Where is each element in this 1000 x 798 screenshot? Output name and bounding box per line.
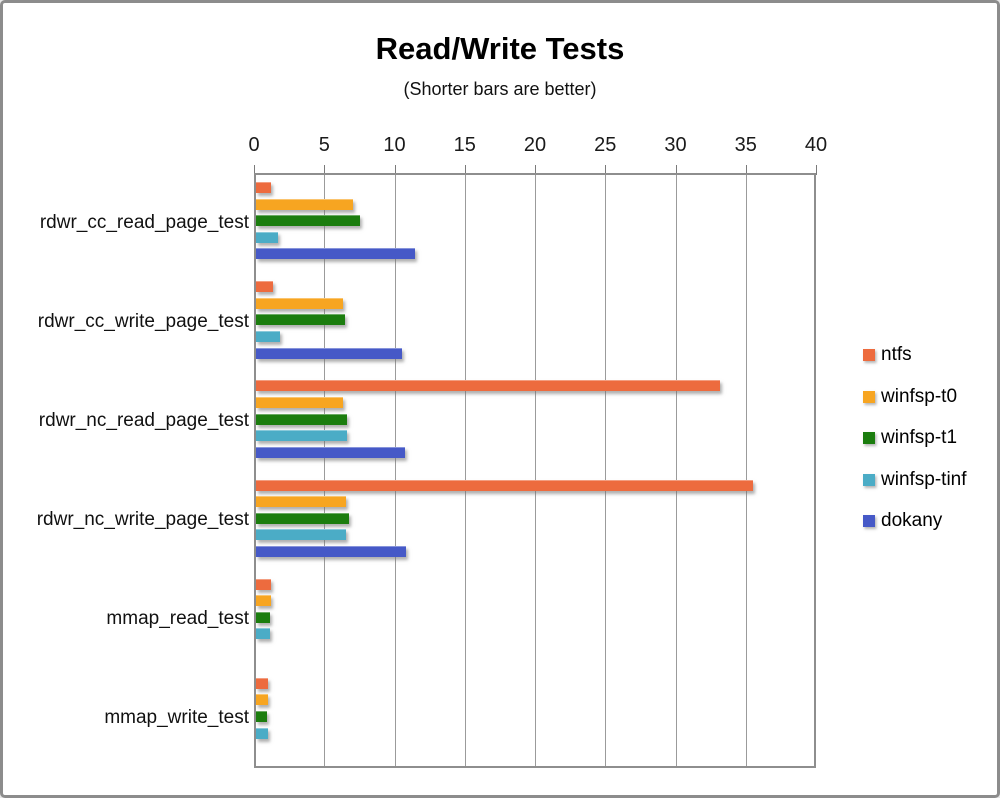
category-label: rdwr_nc_write_page_test [36,509,249,530]
bar-dokany [256,545,407,557]
x-tick-label: 0 [248,134,260,156]
x-tick-label: 5 [318,134,330,156]
bar-winfsp-t1 [256,314,345,326]
legend-label-winfsp-tinf: winfsp-tinf [881,468,967,490]
bar-winfsp-tinf [256,430,348,442]
gridline [324,173,326,768]
bar-winfsp-t1 [256,512,349,524]
x-axis-tick [535,165,536,175]
bar-ntfs [256,182,272,193]
bar-ntfs [256,281,273,293]
x-tick-label: 30 [664,134,687,156]
gridline [675,173,677,768]
gridline [464,173,466,768]
x-axis-tick [605,165,607,175]
category-label: mmap_write_test [104,707,249,729]
x-axis-tick [816,165,817,175]
legend-swatch-winfsp-t0 [863,390,875,403]
legend-swatch-winfsp-t1 [863,432,875,444]
x-tick-label: 10 [383,134,406,156]
category-label: rdwr_cc_read_page_test [39,211,249,233]
gridline [605,173,607,768]
x-axis-tick [394,165,396,175]
bar-winfsp-t0 [256,694,268,706]
bar-winfsp-t0 [256,198,353,210]
legend-label-dokany: dokany [881,510,943,531]
gridline [745,173,747,768]
legend-label-winfsp-t1: winfsp-t1 [881,427,958,448]
bar-dokany [256,347,403,359]
legend-swatch-winfsp-tinf [863,473,875,486]
legend-label-ntfs: ntfs [881,344,912,365]
legend-swatch-ntfs [863,349,875,361]
x-tick-label: 25 [594,134,617,156]
bar-dokany [256,248,415,260]
bar-ntfs [256,578,272,590]
bar-winfsp-tinf [256,727,268,739]
legend-swatch-dokany [863,515,875,527]
x-axis-tick [254,165,255,175]
category-label: mmap_read_test [106,608,249,630]
bar-dokany [256,446,405,458]
x-axis-tick [675,165,677,175]
bar-winfsp-tinf [256,628,271,640]
x-tick-label: 20 [523,134,547,156]
legend-label-winfsp-t0: winfsp-t0 [881,385,958,407]
x-axis-tick [324,165,326,175]
bar-winfsp-t1 [256,413,348,425]
gridline [394,173,396,768]
category-label: rdwr_nc_read_page_test [38,409,249,431]
chart-subtitle: (Shorter bars are better) [403,79,597,99]
category-label: rdwr_cc_write_page_test [37,310,249,332]
bar-ntfs [256,380,720,392]
x-tick-label: 15 [453,134,476,156]
chart-title: Read/Write Tests [375,31,625,66]
x-tick-label: 40 [804,134,828,156]
gridline [535,173,536,768]
bar-ntfs [256,677,268,689]
bar-winfsp-t0 [256,496,346,508]
bar-winfsp-tinf [256,330,280,342]
bar-winfsp-t0 [256,595,272,607]
bar-ntfs [256,479,754,491]
bar-winfsp-tinf [256,529,346,541]
bar-winfsp-t0 [256,396,344,408]
x-tick-label: 35 [734,134,757,156]
x-axis-tick [464,165,466,175]
bar-winfsp-t1 [256,711,268,723]
x-axis-tick [745,165,747,175]
bar-winfsp-t1 [256,215,360,227]
bar-winfsp-t0 [256,297,344,309]
plot-area-border [254,173,816,768]
bar-winfsp-tinf [256,231,279,243]
bar-winfsp-t1 [256,611,271,623]
